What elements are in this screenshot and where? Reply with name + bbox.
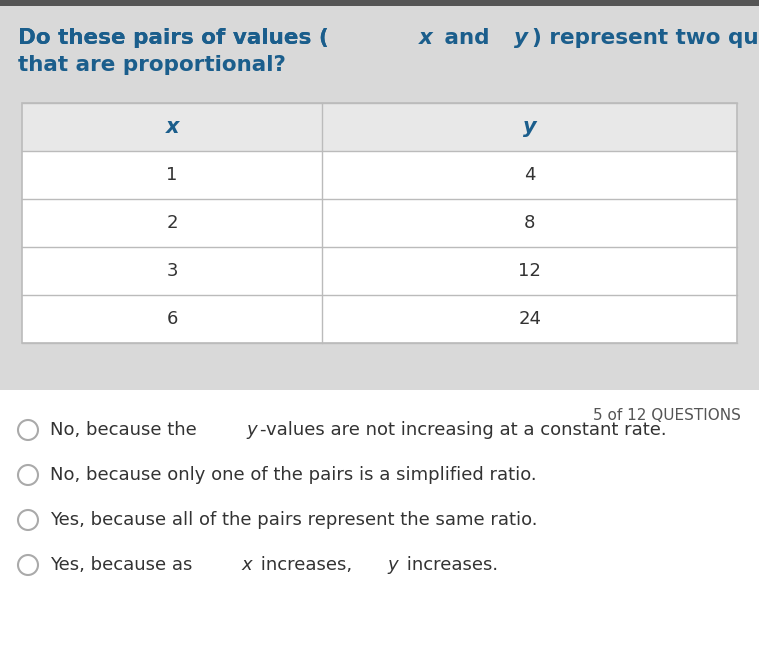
Text: Do these pairs of values (: Do these pairs of values (	[18, 28, 329, 48]
Text: 4: 4	[524, 166, 535, 184]
Bar	[22, 103, 737, 343]
Text: Yes, because all of the pairs represent the same ratio.: Yes, because all of the pairs represent …	[50, 511, 537, 529]
Text: 1: 1	[166, 166, 178, 184]
Text: 12: 12	[518, 262, 541, 280]
Text: 6: 6	[166, 310, 178, 328]
Text: increases,: increases,	[255, 556, 357, 574]
Text: y: y	[247, 421, 257, 439]
Bar	[0, 0, 759, 6]
Text: 24: 24	[518, 310, 541, 328]
Text: 2: 2	[166, 214, 178, 232]
Text: 8: 8	[524, 214, 535, 232]
Text: 5 of 12 QUESTIONS: 5 of 12 QUESTIONS	[593, 408, 741, 423]
Text: Do these pairs of values (: Do these pairs of values (	[18, 28, 329, 48]
Text: y: y	[388, 556, 398, 574]
Text: y: y	[523, 117, 537, 137]
Text: and: and	[437, 28, 497, 48]
Text: No, because only one of the pairs is a simplified ratio.: No, because only one of the pairs is a s…	[50, 466, 537, 484]
Bar	[22, 103, 737, 343]
Text: x: x	[419, 28, 433, 48]
Bar	[22, 103, 737, 151]
Text: Yes, because as: Yes, because as	[50, 556, 198, 574]
Text: increases.: increases.	[402, 556, 499, 574]
Text: ) represent two quantities: ) represent two quantities	[532, 28, 759, 48]
Text: x: x	[241, 556, 252, 574]
Bar	[0, 0, 759, 390]
Text: y: y	[515, 28, 528, 48]
Text: No, because the: No, because the	[50, 421, 203, 439]
Bar	[0, 390, 759, 646]
Text: -values are not increasing at a constant rate.: -values are not increasing at a constant…	[260, 421, 667, 439]
Text: 3: 3	[166, 262, 178, 280]
Text: x: x	[165, 117, 179, 137]
Text: that are proportional?: that are proportional?	[18, 55, 286, 75]
